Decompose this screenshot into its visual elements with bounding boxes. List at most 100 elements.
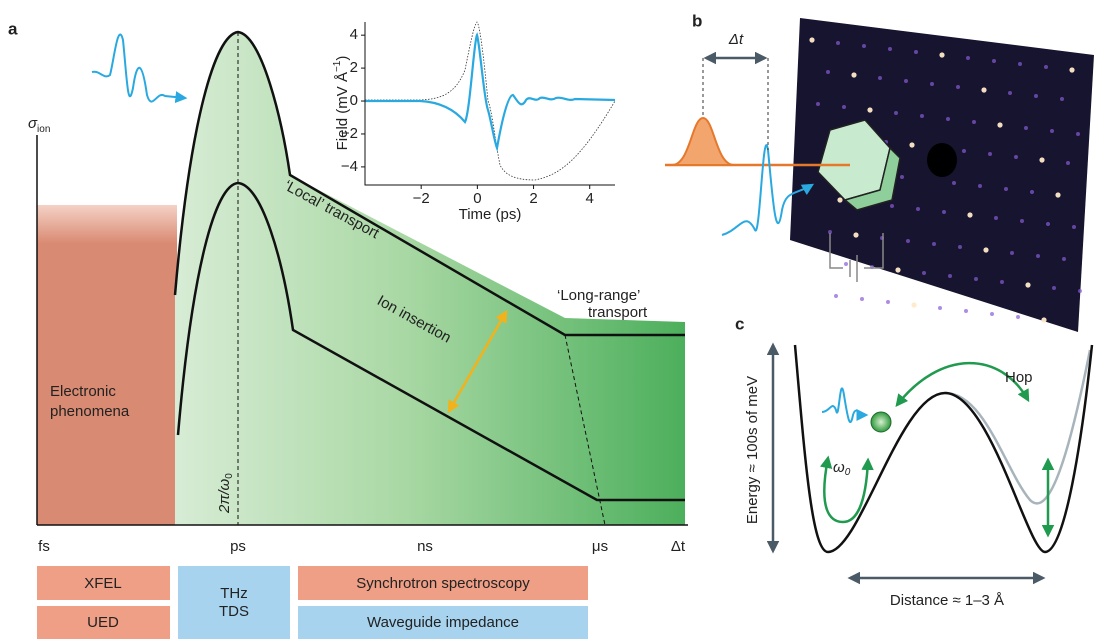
spot [1016,315,1020,319]
spot [1076,132,1080,136]
technique-label: Waveguide impedance [367,614,519,631]
spot [1078,289,1082,293]
panel-label: a [8,19,18,38]
omega-subscript: 0 [845,467,851,478]
inset-x-label: Time (ps) [459,206,522,223]
panel-a: a σion Electronic phenomena ‘Local’ tran… [8,19,688,639]
spot [932,242,936,246]
long-range-label: transport [588,304,648,321]
y-tick-label: −2 [341,125,358,142]
spot [1050,129,1054,133]
spot [946,117,950,121]
omega: ω [833,459,845,476]
ion-region [175,32,685,525]
spot [842,105,846,109]
spot [1052,286,1056,290]
spot [900,175,904,179]
panel-label: b [692,11,702,30]
technique-box [37,566,170,600]
time-label: μs [592,538,608,555]
thz-pulse [821,387,869,423]
electronic-label: Electronic [50,383,116,400]
spot [890,204,894,208]
spot [1020,219,1024,223]
spot [988,152,992,156]
x-tick-label: 4 [586,190,594,207]
sigma: σ [28,115,38,132]
crystal-side [843,146,901,211]
spot [1039,157,1045,163]
spot [994,216,998,220]
inset-y-label: Field (mV Å−1) [332,56,351,151]
hop-arrow [895,361,1030,407]
spot [809,37,815,43]
waveform [365,32,616,153]
ylabel-suffix: ) [334,56,351,61]
distance-label: Distance ≈ 1–3 Å [890,592,1004,609]
spot [906,239,910,243]
beam-stop [927,143,957,177]
spot [1024,126,1028,130]
sigma-subscript: ion [37,124,50,135]
inset-chart: Field (mV Å−1) Time (ps) −2 0 2 4 −4 −2 0 2 4 [332,21,616,223]
spot [1072,225,1076,229]
delay-label: Δt [728,31,744,48]
spot [1044,65,1048,69]
spot [834,294,838,298]
spot [1034,94,1038,98]
time-label: ps [230,538,246,555]
spot [958,245,962,249]
transition-line [564,334,606,526]
inset-background [365,22,615,185]
spot [983,247,989,253]
spot [828,230,832,234]
spot [862,44,866,48]
technique-label: Synchrotron spectroscopy [356,575,530,592]
spot [1041,317,1047,323]
spot [990,312,994,316]
electronic-region [37,205,177,525]
y-tick-label: 4 [350,26,358,43]
x-tick-label: −2 [413,190,430,207]
circuit [829,233,884,282]
technique-label: UED [87,614,119,631]
omega-label: ω0 [833,459,851,478]
spot [922,271,926,275]
technique-label: TDS [219,603,249,620]
time-label: ns [417,538,433,555]
spot [1018,62,1022,66]
spot [1004,187,1008,191]
time-label: fs [38,538,50,555]
hop-label: Hop [1005,369,1033,386]
technique-box [37,606,170,639]
tilted-well [944,349,1092,505]
ylabel-sup: −1 [332,60,343,72]
insertion-arrow [447,309,508,414]
spot [964,309,968,313]
spot [851,72,857,78]
y-axis-label: σion [28,115,50,135]
spot [1010,251,1014,255]
spot [1055,192,1061,198]
energy-label: Energy ≈ 100s of meV [744,376,761,524]
spot [916,207,920,211]
spot [904,79,908,83]
spot [860,297,864,301]
technique-label: XFEL [84,575,122,592]
spot [1036,254,1040,258]
ion [870,411,892,433]
spot [1069,67,1075,73]
time-label: Δt [671,538,686,555]
spot [888,47,892,51]
electronic-label: phenomena [50,403,130,420]
spot [962,149,966,153]
spot [853,232,859,238]
lower-curve [176,181,685,502]
spot [911,302,917,308]
spot [1025,282,1031,288]
spot [981,87,987,93]
spot [972,120,976,124]
y-tick-label: −4 [341,158,358,175]
spot [1060,97,1064,101]
spot [914,50,918,54]
